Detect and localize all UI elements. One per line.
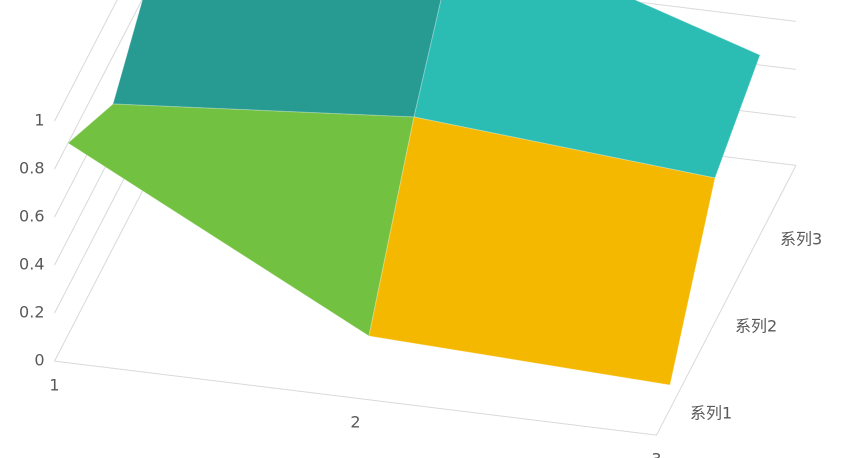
surface-cell [67,103,415,337]
series-label: 系列2 [735,317,777,336]
grid-line [54,0,143,170]
surface-cell [368,116,716,386]
y-tick-label: 0.6 [19,207,44,226]
series-label: 系列1 [690,404,732,423]
y-tick-label: 0 [34,351,44,370]
grid-line [54,0,118,122]
x-tick-label: 2 [350,413,360,432]
y-tick-label: 1 [34,111,44,130]
y-tick-label: 0.8 [19,159,44,178]
y-tick-label: 0.4 [19,255,44,274]
surface-cell [112,0,442,118]
y-tick-label: 0.2 [19,303,44,322]
axis-line [54,165,797,436]
x-tick-label: 3 [651,450,661,458]
x-tick-label: 1 [49,376,59,395]
series-label: 系列3 [780,230,822,249]
